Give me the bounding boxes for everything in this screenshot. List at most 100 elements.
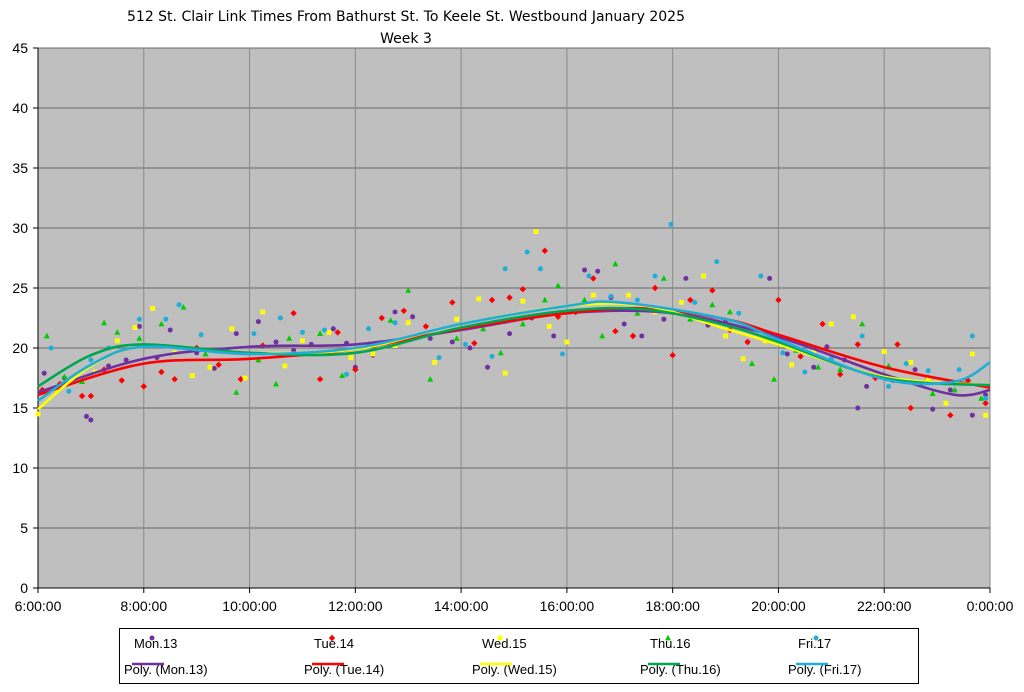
data-point (506, 294, 513, 301)
data-point (824, 344, 830, 350)
data-point (317, 330, 324, 336)
legend-label: Mon.13 (134, 635, 178, 651)
tick-labels: 0 5 10 15 20 25 30 35 40 45 6:00:00 8:00:00 10:00:00… (12, 40, 1013, 614)
data-point (485, 364, 491, 370)
data-point (629, 332, 637, 340)
data-point (533, 229, 539, 234)
data-point (520, 298, 526, 304)
data-point (634, 310, 641, 316)
y-tick-label: 45 (12, 40, 28, 56)
data-point (507, 331, 513, 337)
data-point (330, 326, 336, 332)
data-point (925, 368, 931, 374)
data-point (299, 329, 305, 335)
data-point (836, 371, 844, 378)
data-point (639, 333, 645, 339)
data-point (463, 341, 469, 347)
data-point (894, 341, 901, 348)
data-point (660, 275, 667, 281)
data-point (488, 296, 496, 304)
legend-item-series: Wed.15 (472, 631, 527, 655)
data-point (881, 349, 887, 354)
data-point (476, 296, 482, 302)
data-point (48, 345, 54, 351)
data-point (767, 275, 773, 281)
data-point (136, 335, 143, 341)
data-point (211, 365, 217, 371)
data-point (233, 331, 239, 337)
data-point (837, 366, 844, 372)
data-point (564, 339, 570, 345)
data-point (621, 321, 627, 327)
data-point (198, 332, 204, 338)
legend-line-swatch (648, 662, 680, 666)
data-point (471, 340, 478, 347)
data-point (546, 324, 552, 329)
data-point (392, 309, 398, 315)
data-point (828, 321, 834, 327)
trend-line-thu-16 (37, 306, 991, 388)
x-tick-label: 8:00:00 (120, 598, 167, 614)
data-point (581, 296, 588, 303)
x-tick-label: 10:00:00 (222, 598, 277, 614)
data-point (599, 332, 606, 339)
legend-label: Thu.16 (650, 635, 691, 651)
data-point (590, 292, 596, 298)
data-point (669, 352, 676, 359)
data-point (233, 389, 240, 395)
legend-label: Tue.14 (314, 635, 354, 651)
data-point (709, 287, 716, 294)
y-tick-label: 10 (12, 460, 28, 476)
data-point (88, 417, 94, 423)
data-point (590, 275, 597, 282)
data-point (983, 395, 989, 401)
data-point (229, 326, 235, 332)
data-point (524, 249, 530, 255)
data-point (723, 333, 728, 339)
data-point (78, 392, 86, 400)
legend-label: Fri.17 (798, 635, 832, 651)
data-point (316, 376, 324, 383)
data-point (502, 370, 508, 376)
data-point (392, 320, 398, 326)
data-point (449, 339, 455, 345)
legend-item-trend: Poly. (Mon.13) (124, 657, 208, 681)
data-point (978, 395, 985, 401)
data-point (886, 383, 892, 389)
legend-item-series: Mon.13 (124, 631, 177, 655)
x-tick-label: 14:00:00 (434, 598, 489, 614)
y-tick-label: 5 (20, 520, 28, 536)
data-point (541, 247, 549, 254)
data-point (66, 388, 72, 394)
data-point (854, 341, 861, 348)
data-point (321, 327, 327, 333)
legend-marker-swatch (813, 635, 819, 641)
data-point (661, 316, 667, 322)
legend-item-trend: Poly. (Thu.16) (640, 657, 721, 681)
legend-label: Wed.15 (482, 635, 527, 651)
legend-item-trend: Poly. (Fri.17) (788, 657, 861, 681)
data-point (943, 400, 949, 406)
data-point (286, 335, 293, 341)
data-point (736, 310, 742, 316)
data-point (740, 356, 746, 362)
data-point (925, 376, 931, 382)
data-point (326, 330, 332, 335)
x-tick-label: 6:00:00 (15, 598, 62, 614)
data-point (123, 357, 129, 363)
data-point (797, 353, 804, 360)
data-point (273, 339, 279, 345)
legend-marker (665, 634, 671, 641)
x-tick-label: 0:00:00 (967, 598, 1014, 614)
data-point (811, 364, 817, 370)
legend-marker (149, 635, 155, 641)
legend-line-swatch (480, 662, 512, 666)
data-point (612, 328, 619, 335)
data-point (595, 268, 601, 274)
data-point (489, 353, 495, 359)
data-point (87, 392, 95, 400)
legend-item-series: Thu.16 (640, 631, 690, 655)
y-tick-label: 40 (12, 100, 28, 116)
data-point (207, 364, 213, 370)
data-point (608, 293, 614, 299)
